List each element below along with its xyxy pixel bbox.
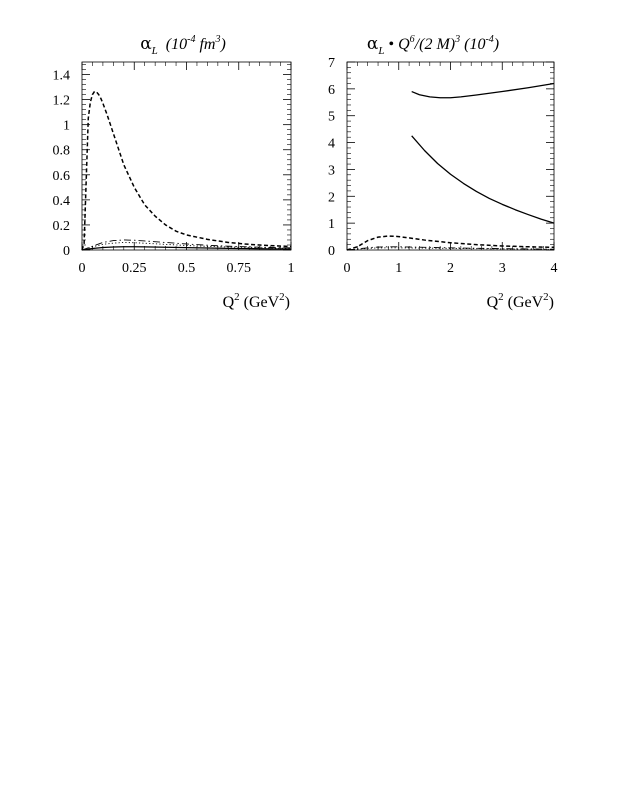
right-tick-labels: 0 1 2 3 4 0 1 2 3 4 5 6 7 — [328, 56, 558, 276]
y-tick-label: 0 — [328, 244, 335, 259]
title-bullet: • — [385, 36, 399, 53]
left-plot-frame — [81, 61, 292, 251]
y-tick-label: 3 — [328, 163, 335, 178]
y-tick-label: 0 — [63, 244, 70, 259]
x-tick-label: 1 — [288, 261, 295, 276]
left-ticks — [81, 62, 292, 251]
y-tick-label: 2 — [328, 190, 335, 205]
x-tick-label: 0 — [79, 261, 86, 276]
title-text-c: (10 — [460, 36, 485, 53]
xlabel-var: Q — [223, 294, 235, 311]
y-tick-label: 1 — [63, 119, 70, 134]
title-exp-b: 3 — [214, 34, 220, 45]
y-tick-label: 0.2 — [53, 219, 71, 234]
title-exp-c: -4 — [485, 34, 493, 45]
y-tick-label: 4 — [328, 137, 335, 152]
x-tick-label: 0.5 — [178, 261, 196, 276]
series-dashed-line — [346, 235, 555, 251]
left-panel-title: αL (10-4 fm3) — [140, 34, 226, 57]
right-panel-title: αL • Q6/(2 M)3 (10-4) — [367, 34, 499, 57]
right-series — [346, 82, 555, 251]
title-symbol: α — [367, 34, 379, 54]
series-dotted-line — [346, 247, 555, 251]
left-panel: αL (10-4 fm3) 0 0.25 0.5 0.75 1 0 0.2 0.4 0.6 0.8 1… — [53, 34, 295, 311]
right-x-axis-title: Q2 (GeV2) — [487, 291, 554, 311]
title-close: ) — [493, 36, 499, 53]
y-tick-label: 0.8 — [53, 144, 71, 159]
xlabel-unit-exp: 2 — [279, 291, 285, 303]
x-tick-label: 3 — [499, 261, 506, 276]
x-tick-label: 0.25 — [122, 261, 147, 276]
left-x-axis-title: Q2 (GeV2) — [223, 291, 290, 311]
xlabel-unit-close: ) — [549, 294, 554, 311]
title-symbol: α — [140, 34, 152, 54]
right-ticks — [346, 61, 555, 251]
xlabel-var-exp: 2 — [498, 291, 504, 303]
title-exp-a: -4 — [187, 34, 195, 45]
y-tick-label: 5 — [328, 110, 335, 125]
x-tick-label: 4 — [551, 261, 558, 276]
title-exp-b: 3 — [454, 34, 460, 45]
left-tick-labels: 0 0.25 0.5 0.75 1 0 0.2 0.4 0.6 0.8 1 1.2 1.4 — [53, 69, 295, 276]
x-tick-label: 1 — [395, 261, 402, 276]
title-subscript: L — [377, 45, 384, 57]
y-tick-label: 1 — [328, 217, 335, 232]
title-exp-a: 6 — [410, 34, 415, 45]
title-text-b: /(2 M) — [414, 36, 455, 53]
xlabel-unit-open: (GeV — [244, 294, 280, 311]
y-tick-label: 1.2 — [53, 94, 71, 109]
series-dashdot-line — [81, 239, 292, 251]
xlabel-unit-exp: 2 — [543, 291, 549, 303]
y-tick-label: 7 — [328, 56, 335, 71]
x-tick-label: 0.75 — [227, 261, 252, 276]
title-text-b: fm — [195, 36, 215, 53]
xlabel-unit-close: ) — [285, 294, 290, 311]
x-tick-label: 2 — [447, 261, 454, 276]
x-tick-label: 0 — [344, 261, 351, 276]
title-text-a: Q — [398, 36, 410, 53]
title-text-a: (10 — [166, 36, 187, 53]
xlabel-var: Q — [487, 294, 499, 311]
series-solid-line — [411, 135, 555, 224]
series-solid-line — [411, 82, 555, 99]
y-tick-label: 0.4 — [53, 194, 71, 209]
series-solid-line — [81, 246, 292, 251]
series-dashed-line — [81, 90, 292, 251]
xlabel-unit-open: (GeV — [508, 294, 544, 311]
y-tick-label: 6 — [328, 83, 335, 98]
right-plot-frame — [346, 61, 555, 251]
title-subscript: L — [151, 45, 158, 57]
xlabel-var-exp: 2 — [234, 291, 240, 303]
left-series — [81, 90, 292, 251]
y-tick-label: 1.4 — [53, 69, 71, 84]
title-close: ) — [219, 36, 225, 53]
y-tick-label: 0.6 — [53, 169, 71, 184]
